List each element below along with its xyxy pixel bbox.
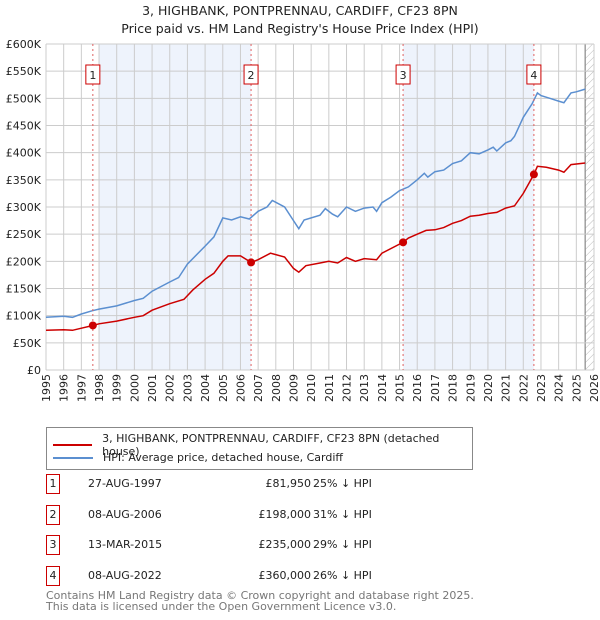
legend-item-property: 3, HIGHBANK, PONTPRENNAU, CARDIFF, CF23 … (53, 432, 472, 458)
sale-number: 2 (46, 504, 60, 525)
legend-label-property: 3, HIGHBANK, PONTPRENNAU, CARDIFF, CF23 … (102, 432, 440, 458)
sale-hpi-diff: 29% ↓ HPI (313, 538, 372, 551)
x-tick-label: 2026 (588, 374, 600, 402)
sale-point (399, 238, 408, 247)
blue-line-swatch (53, 456, 93, 459)
price-chart: 3, HIGHBANK, PONTPRENNAU, CARDIFF, CF23 … (6, 3, 600, 402)
sale-row: 4 08-AUG-2022 £360,000 26% ↓ HPI (46, 565, 446, 586)
x-tick-label: 2009 (287, 374, 300, 402)
x-tick-label: 2010 (305, 374, 318, 402)
sale-price: £235,000 (258, 538, 312, 551)
sale-date: 27-AUG-1997 (88, 477, 162, 490)
x-tick-label: 2014 (376, 374, 389, 402)
sale-number: 3 (46, 535, 60, 555)
sale-label-box (395, 64, 411, 85)
x-tick-label: 1996 (58, 374, 71, 402)
sale-number: 4 (46, 565, 60, 586)
x-tick-label: 2002 (164, 374, 177, 402)
x-tick-label: 2018 (447, 374, 460, 402)
x-tick-label: 2013 (358, 374, 371, 402)
y-tick-label: £50K (13, 337, 42, 350)
chart-title: 3, HIGHBANK, PONTPRENNAU, CARDIFF, CF23 … (142, 3, 458, 18)
legend-item-hpi: HPI: Average price, detached house, Card… (53, 451, 343, 464)
footer-copyright: Contains HM Land Registry data © Crown c… (46, 589, 474, 602)
sale-date: 08-AUG-2022 (88, 568, 162, 582)
red-line-swatch (53, 444, 93, 446)
y-tick-label: £150K (6, 283, 42, 296)
x-tick-label: 2003 (181, 374, 194, 402)
y-tick-label: £100K (6, 310, 42, 323)
hpi-line (45, 88, 586, 319)
x-tick-label: 2025 (570, 374, 583, 402)
y-tick-label: £0 (27, 364, 41, 377)
sale-hpi-diff: 25% ↓ HPI (313, 477, 372, 490)
sale-number: 1 (46, 474, 60, 494)
sale-label-box (526, 64, 542, 85)
sale-label: 2 (248, 69, 255, 82)
y-tick-label: £600K (6, 38, 42, 51)
sale-point (529, 170, 538, 179)
x-tick-label: 2019 (464, 374, 477, 402)
x-tick-label: 2015 (394, 374, 407, 402)
sale-row: 3 13-MAR-2015 £235,000 29% ↓ HPI (46, 535, 446, 555)
x-tick-label: 1998 (93, 374, 106, 402)
x-tick-label: 2021 (500, 374, 513, 402)
x-tick-label: 2012 (341, 374, 354, 402)
y-tick-label: £300K (6, 201, 42, 214)
sale-date: 08-AUG-2006 (88, 507, 162, 521)
sale-row: 1 27-AUG-1997 £81,950 25% ↓ HPI (46, 474, 446, 494)
x-tick-label: 2001 (146, 374, 159, 402)
sale-label-box (85, 64, 101, 85)
sale-label: 1 (89, 69, 96, 82)
x-tick-label: 2004 (199, 374, 212, 402)
sale-price: £81,950 (265, 477, 312, 490)
y-tick-label: £400K (6, 147, 42, 160)
x-tick-label: 2005 (217, 374, 230, 402)
y-tick-label: £450K (6, 120, 42, 133)
y-tick-label: £500K (6, 92, 42, 105)
x-tick-label: 2020 (482, 374, 495, 402)
x-tick-label: 2023 (535, 374, 548, 402)
sale-hpi-diff: 26% ↓ HPI (313, 568, 372, 582)
x-tick-label: 2008 (270, 374, 283, 402)
x-tick-label: 2017 (429, 374, 442, 402)
x-tick-label: 2016 (411, 374, 424, 402)
legend-label-hpi: HPI: Average price, detached house, Card… (103, 451, 343, 464)
y-tick-label: £200K (6, 255, 42, 268)
sale-row: 2 08-AUG-2006 £198,000 31% ↓ HPI (46, 504, 446, 525)
property-price-line (45, 162, 586, 332)
chart-subtitle: Price paid vs. HM Land Registry's House … (121, 21, 478, 36)
x-tick-label: 1997 (75, 374, 88, 402)
sale-label: 3 (400, 69, 407, 82)
x-tick-label: 2000 (128, 374, 141, 402)
sale-hpi-diff: 31% ↓ HPI (313, 507, 372, 521)
sale-point (88, 321, 97, 330)
x-tick-label: 2007 (252, 374, 265, 402)
y-tick-label: £550K (6, 65, 42, 78)
x-tick-label: 2022 (517, 374, 530, 402)
footer-licence: This data is licensed under the Open Gov… (46, 600, 397, 613)
legend: 3, HIGHBANK, PONTPRENNAU, CARDIFF, CF23 … (46, 427, 473, 470)
x-tick-label: 1995 (40, 374, 53, 402)
x-tick-label: 2024 (553, 374, 566, 402)
sale-point (247, 258, 256, 267)
sale-price: £360,000 (258, 568, 312, 582)
sale-date: 13-MAR-2015 (88, 538, 163, 551)
sale-label: 4 (530, 69, 537, 82)
x-tick-label: 1999 (111, 374, 124, 402)
x-tick-label: 2006 (234, 374, 247, 402)
sale-price: £198,000 (258, 507, 312, 521)
y-tick-label: £250K (6, 228, 42, 241)
x-tick-label: 2011 (323, 374, 336, 402)
sale-label-box (243, 64, 259, 85)
y-tick-label: £350K (6, 174, 42, 187)
